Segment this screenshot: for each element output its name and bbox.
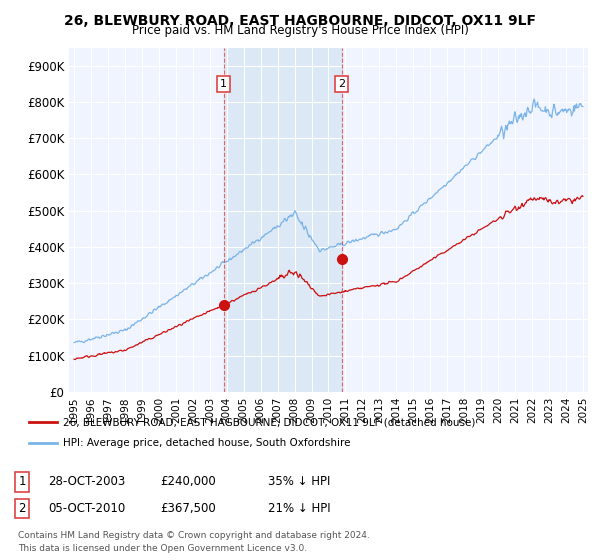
Text: 21% ↓ HPI: 21% ↓ HPI xyxy=(268,502,331,515)
Text: 2: 2 xyxy=(338,79,345,89)
Text: 26, BLEWBURY ROAD, EAST HAGBOURNE, DIDCOT, OX11 9LF (detached house): 26, BLEWBURY ROAD, EAST HAGBOURNE, DIDCO… xyxy=(63,417,475,427)
Text: 05-OCT-2010: 05-OCT-2010 xyxy=(48,502,125,515)
Bar xyxy=(224,48,342,392)
Text: 26, BLEWBURY ROAD, EAST HAGBOURNE, DIDCOT, OX11 9LF: 26, BLEWBURY ROAD, EAST HAGBOURNE, DIDCO… xyxy=(64,14,536,28)
Text: 2: 2 xyxy=(18,502,26,515)
Text: £367,500: £367,500 xyxy=(160,502,216,515)
Text: Contains HM Land Registry data © Crown copyright and database right 2024.
This d: Contains HM Land Registry data © Crown c… xyxy=(18,531,370,553)
Text: 35% ↓ HPI: 35% ↓ HPI xyxy=(268,475,331,488)
Text: 1: 1 xyxy=(18,475,26,488)
Text: £240,000: £240,000 xyxy=(160,475,216,488)
Text: 1: 1 xyxy=(220,79,227,89)
Text: 28-OCT-2003: 28-OCT-2003 xyxy=(48,475,125,488)
Text: HPI: Average price, detached house, South Oxfordshire: HPI: Average price, detached house, Sout… xyxy=(63,438,350,448)
Text: Price paid vs. HM Land Registry's House Price Index (HPI): Price paid vs. HM Land Registry's House … xyxy=(131,24,469,37)
